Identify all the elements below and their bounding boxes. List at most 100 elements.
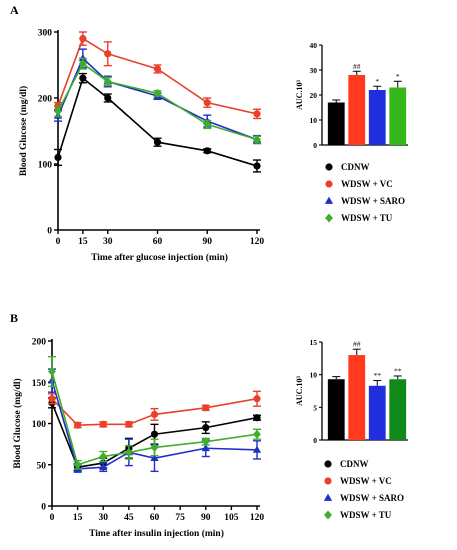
insulin-auc-bar-cdnw: [327, 379, 345, 440]
glucose-auc-bar-wdsw-tu-significance-label: *: [396, 72, 400, 81]
insulin-auc-y-axis-title: AUC.10³: [295, 376, 304, 406]
glucose-line-series-wdsw-tu-point-0: [54, 106, 62, 116]
insulin-auc-bar-wdsw-saro-significance-label: **: [374, 371, 382, 380]
insulin-auc-y-tick-label-3: 15: [310, 338, 318, 347]
glucose-auc-bar-cdnw: [327, 102, 345, 145]
insulin-line-x-tick-label-1: 15: [73, 513, 83, 523]
insulin-line-x-tick-label-4: 60: [150, 513, 160, 523]
insulin-auc-bar-wdsw-tu: [389, 379, 407, 440]
insulin-line-x-tick-label-5: 75: [175, 513, 185, 523]
glucose-line-x-tick-label-4: 90: [203, 237, 213, 247]
glucose-line-y-tick-label-3: 300: [38, 29, 53, 39]
insulin-line-y-tick-label-3: 150: [32, 379, 47, 389]
insulin-line-series-wdsw-tu-point-0: [48, 367, 56, 377]
glucose-auc-y-axis-title: AUC.10³: [295, 80, 304, 110]
glucose-line-series-wdsw-vc-point-1: [79, 35, 87, 43]
insulin-line-series-wdsw-tu-point-1: [73, 460, 82, 470]
legend-top-marker-cdnw: [325, 163, 333, 171]
glucose-auc-bar-wdsw-vc: [348, 75, 366, 145]
glucose-auc-bar-wdsw-tu: [389, 87, 407, 145]
glucose-line-series-cdnw-line: [57, 76, 258, 167]
glucose-line-x-tick-label-2: 30: [103, 237, 113, 247]
glucose-line-series-wdsw-vc-point-3: [153, 65, 162, 73]
insulin-line-series-wdsw-vc-point-2: [99, 420, 107, 428]
glucose-line-series-wdsw-tu-line: [57, 62, 258, 141]
legend-bottom-marker-wdsw-saro: [323, 493, 333, 501]
legend-bottom-marker-wdsw-vc: [324, 477, 332, 485]
panel-letter-a: A: [10, 3, 19, 17]
insulin-auc-bar-wdsw-vc: [348, 355, 366, 440]
insulin-auc-bar-wdsw-saro: [368, 385, 386, 440]
glucose-auc-bar-wdsw-saro: [368, 90, 386, 145]
glucose-line-series-wdsw-tu-point-5: [253, 135, 261, 145]
insulin-line-x-axis-title: Time after insulin injection (min): [89, 528, 224, 539]
glucose-auc-y-tick-label-3: 30: [310, 66, 318, 75]
insulin-auc-y-tick-label-0: 0: [313, 436, 317, 445]
glucose-auc-bar-chart: 0 10 20 30 40 AUC.10³ ## * *: [295, 41, 408, 150]
glucose-line-y-axis-title: Blood Glucose (mg/dl): [18, 86, 29, 176]
insulin-line-series-wdsw-saro-point-2: [99, 462, 108, 471]
insulin-line-x-tick-label-0: 0: [50, 513, 55, 523]
legend-top-marker-wdsw-tu: [325, 213, 333, 223]
insulin-line-series-cdnw-point-6: [253, 414, 261, 422]
insulin-line-y-axis-title: Blood Glucose (mg/dl): [12, 378, 23, 468]
legend-top-marker-wdsw-saro: [324, 196, 334, 204]
glucose-auc-y-tick-label-0: 0: [313, 141, 317, 150]
insulin-line-series-wdsw-vc-point-6: [253, 395, 261, 403]
glucose-auc-y-tick-label-4: 40: [310, 41, 318, 50]
insulin-line-series-cdnw-point-4: [150, 430, 159, 438]
legend-top-marker-wdsw-vc: [325, 180, 333, 188]
glucose-line-series-cdnw-point-3: [153, 138, 162, 146]
glucose-line-x-tick-label-0: 0: [56, 237, 61, 247]
glucose-line-series-cdnw-point-1: [79, 74, 87, 82]
glucose-line-y-tick-label-2: 200: [38, 95, 53, 105]
legend-bottom-label-cdnw: CDNW: [340, 459, 369, 469]
insulin-auc-y-tick-label-2: 10: [310, 371, 318, 380]
glucose-auc-y-tick-label-1: 10: [310, 116, 318, 125]
insulin-line-series-wdsw-tu-point-3: [124, 447, 133, 457]
glucose-tolerance-line-chart: 0 100 200 300 0 15 30 60 90 120 Time after glucose…: [18, 29, 264, 264]
insulin-line-series-wdsw-vc-point-4: [150, 410, 159, 419]
insulin-auc-bar-chart: 0 5 10 15 AUC.10³ ## ** **: [295, 338, 408, 445]
insulin-line-x-tick-label-8: 120: [250, 513, 265, 523]
glucose-line-y-tick-label-1: 100: [38, 161, 53, 171]
legend-top-label-wdsw-tu: WDSW + TU: [341, 213, 393, 223]
glucose-line-x-tick-label-5: 120: [250, 237, 265, 247]
insulin-line-series-wdsw-saro-point-4: [150, 453, 159, 462]
legend-top-label-cdnw: CDNW: [341, 162, 370, 172]
insulin-tolerance-line-chart: 0 50 100 150 200 0 15 30 45 60 75 90 105 120 Time afte…: [12, 338, 264, 540]
legend-bottom-marker-cdnw: [324, 460, 332, 468]
glucose-auc-bar-wdsw-vc-significance-label: ##: [353, 62, 361, 71]
glucose-line-series-cdnw-point-4: [203, 147, 211, 155]
glucose-line-series-wdsw-saro-point-1: [78, 54, 88, 62]
glucose-line-x-axis-title: Time after glucose injection (min): [91, 252, 228, 263]
insulin-auc-y-tick-label-1: 5: [313, 403, 317, 412]
glucose-line-x-tick-label-3: 60: [153, 237, 163, 247]
insulin-line-series-cdnw-point-5: [202, 424, 210, 432]
glucose-line-series-wdsw-saro-line: [57, 57, 258, 141]
insulin-line-x-tick-label-6: 90: [201, 513, 211, 523]
glucose-line-series-wdsw-vc-point-2: [104, 50, 112, 58]
insulin-line-y-tick-label-1: 50: [37, 461, 47, 471]
panel-letter-b: B: [10, 311, 18, 325]
legend-top-label-wdsw-saro: WDSW + SARO: [341, 196, 405, 206]
insulin-line-x-tick-label-3: 45: [124, 513, 134, 523]
legend-top-label-wdsw-vc: WDSW + VC: [341, 179, 393, 189]
glucose-line-x-tick-label-1: 15: [78, 237, 88, 247]
legend-top: CDNW WDSW + VC WDSW + SARO WDSW + TU: [324, 162, 405, 223]
insulin-line-series-wdsw-saro-point-5: [201, 443, 210, 452]
glucose-line-series-wdsw-tu-point-3: [153, 88, 162, 98]
insulin-line-series-wdsw-vc-point-3: [125, 420, 133, 428]
glucose-line-series-wdsw-tu-point-1: [78, 59, 87, 69]
insulin-line-series-wdsw-tu-point-6: [253, 429, 261, 439]
glucose-auc-y-tick-label-2: 20: [310, 91, 318, 100]
insulin-line-series-wdsw-vc-point-1: [74, 421, 82, 429]
glucose-line-series-cdnw-point-0: [54, 153, 62, 161]
legend-bottom-marker-wdsw-tu: [324, 510, 332, 520]
insulin-line-y-tick-label-0: 0: [41, 503, 46, 513]
glucose-line-series-wdsw-vc-point-5: [253, 110, 261, 118]
glucose-line-series-wdsw-tu-point-2: [103, 77, 112, 86]
glucose-line-series-wdsw-vc-point-4: [203, 99, 211, 107]
legend-bottom-label-wdsw-saro: WDSW + SARO: [340, 493, 404, 503]
glucose-line-series-wdsw-tu-point-4: [203, 119, 212, 129]
